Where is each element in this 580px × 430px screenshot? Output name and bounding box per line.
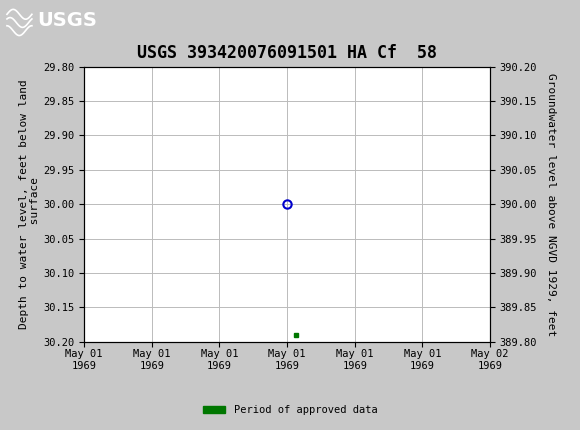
Title: USGS 393420076091501 HA Cf  58: USGS 393420076091501 HA Cf 58 <box>137 44 437 62</box>
Y-axis label: Groundwater level above NGVD 1929, feet: Groundwater level above NGVD 1929, feet <box>546 73 556 336</box>
Legend: Period of approved data: Period of approved data <box>198 401 382 420</box>
Y-axis label: Depth to water level, feet below land
 surface: Depth to water level, feet below land su… <box>19 80 41 329</box>
Text: USGS: USGS <box>38 11 97 30</box>
